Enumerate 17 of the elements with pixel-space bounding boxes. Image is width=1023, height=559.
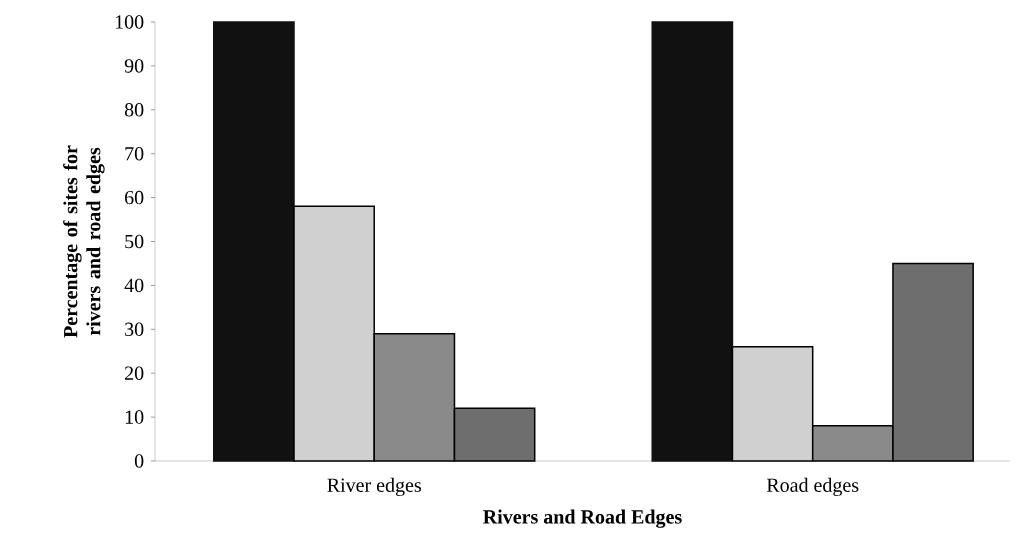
y-tick-label: 100 — [115, 15, 144, 29]
x-axis-title: Rivers and Road Edges — [483, 509, 682, 528]
x-tick-label: River edges — [327, 477, 421, 497]
y-tick-label: 20 — [125, 366, 144, 380]
y-tick-label: 40 — [124, 278, 144, 293]
y-tick-label: 0 — [134, 454, 144, 468]
bar — [213, 21, 295, 462]
y-axis-title: Percentage of sites for rivers and road edges — [63, 145, 105, 338]
bar — [651, 21, 734, 462]
y-tick-label: 60 — [125, 190, 144, 205]
y-tick-label: 50 — [125, 234, 144, 249]
y-tick-label: 30 — [125, 322, 144, 337]
y-tick-label: 80 — [124, 103, 144, 117]
y-tick-label: 90 — [124, 59, 144, 73]
x-tick-label: Road edges — [766, 477, 859, 497]
y-tick-label: 70 — [125, 146, 144, 161]
y-tick-label: 10 — [125, 410, 144, 424]
